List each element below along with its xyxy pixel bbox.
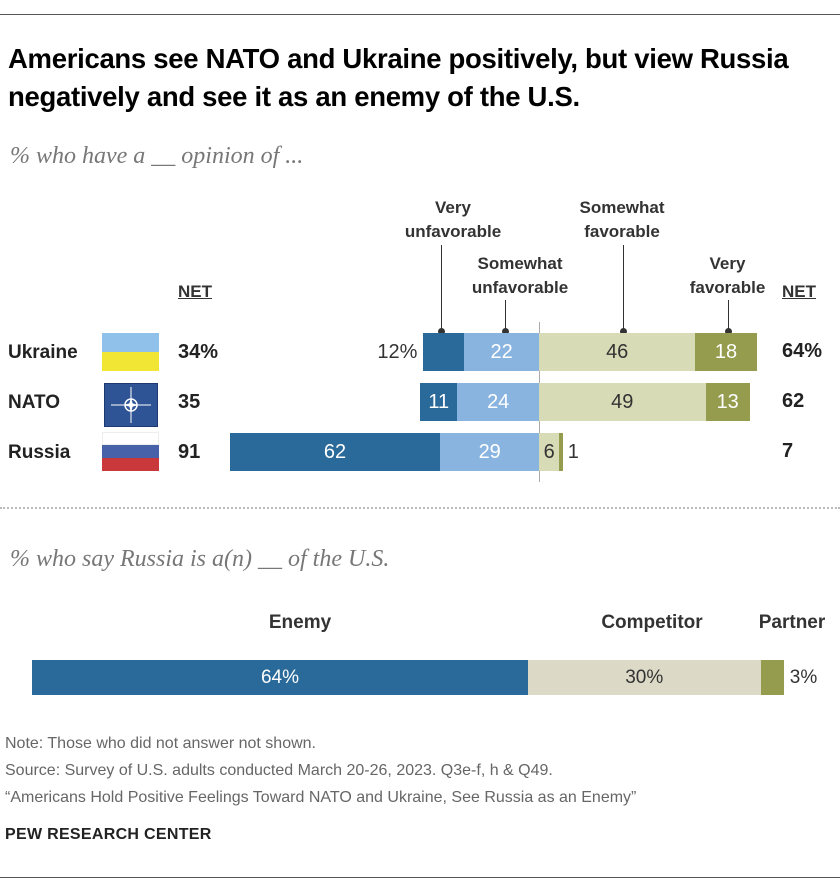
note-text: Note: Those who did not answer not shown… [5,735,316,752]
bar-segment-somewhat-unfavorable [457,383,539,421]
net-header-unfavorable: NET [178,282,212,301]
bar-value-label: 62 [323,441,347,463]
leader-dot [620,328,627,335]
bar-value-label: 1 [567,441,579,463]
bar-value-label: 49 [611,391,634,413]
header-very-unfavorable: Very unfavorable [404,198,502,241]
bar-segment-somewhat-unfavorable [440,433,539,471]
top-rule [0,14,840,15]
bar-value-label: 6 [543,441,555,463]
bar-value-label: 11 [428,391,450,413]
leader-dot [725,328,732,335]
bar-segment-very-favorable [695,333,757,371]
report-title-text: “Americans Hold Positive Feelings Toward… [5,789,637,806]
chart-title: Americans see NATO and Ukraine positivel… [8,43,789,112]
bar-segment-very-unfavorable [229,433,441,471]
bar-value-label: 29 [478,441,501,463]
category-header: Partner [758,612,826,633]
net-unfavorable-value: 91 [178,441,201,463]
bar-value-label: 24 [487,391,510,413]
subtitle-opinion: % who have a __ opinion of ... [10,143,304,169]
bar-value-label: 30% [625,667,664,688]
bar-segment-very-unfavorable [420,383,458,421]
header-very-favorable: Very favorable [689,254,766,297]
net-unfavorable-value: 34% [178,341,219,363]
ukraine-flag-icon [102,333,159,371]
section-divider [0,507,840,509]
net-header-favorable: NET [782,282,816,301]
header-somewhat-unfavorable: Somewhat unfavorable [471,254,569,297]
bar-segment-somewhat-unfavorable [464,333,539,371]
leader-line [728,300,729,333]
net-unfavorable-value: 35 [178,391,201,413]
header-somewhat-favorable: Somewhat favorable [579,198,665,241]
pew-research-logo: PEW RESEARCH CENTER [5,826,212,843]
leader-dot [502,328,509,335]
source-text: Source: Survey of U.S. adults conducted … [5,762,553,779]
leader-dot [438,328,445,335]
bar-value-label: 3% [789,667,818,688]
leader-line [623,245,624,333]
bar-segment-competitor [528,660,761,695]
category-header: Enemy [268,612,332,633]
bar-value-label: 64% [260,667,300,688]
russia-flag-icon [102,432,159,471]
bottom-rule [0,877,840,878]
leader-line [505,300,506,333]
bar-segment-somewhat-favorable [539,433,560,471]
bar-value-label: 13 [716,391,739,413]
net-favorable-value: 64% [782,340,823,362]
net-favorable-value: 7 [782,440,794,462]
bar-segment-somewhat-favorable [539,383,706,421]
bar-segment-very-favorable [705,383,750,421]
nato-flag-icon [104,383,158,427]
row-label: Russia [8,442,71,463]
leader-line [441,245,442,333]
subtitle-russia-relation: % who say Russia is a(n) __ of the U.S. [10,546,390,572]
bar-value-label: 22 [490,341,513,363]
bar-segment-very-unfavorable [423,333,465,371]
bar-value-label: 46 [606,341,629,363]
bar-segment-partner [760,660,784,695]
category-header: Competitor [601,612,703,633]
bar-value-label: 18 [714,341,738,363]
bar-segment-very-favorable [559,433,563,471]
bar-segment-somewhat-favorable [539,333,696,371]
row-label: Ukraine [8,342,78,363]
net-favorable-value: 62 [782,390,805,412]
row-label: NATO [8,392,61,413]
bar-segment-enemy [32,660,528,695]
bar-value-label: 12% [377,341,418,363]
